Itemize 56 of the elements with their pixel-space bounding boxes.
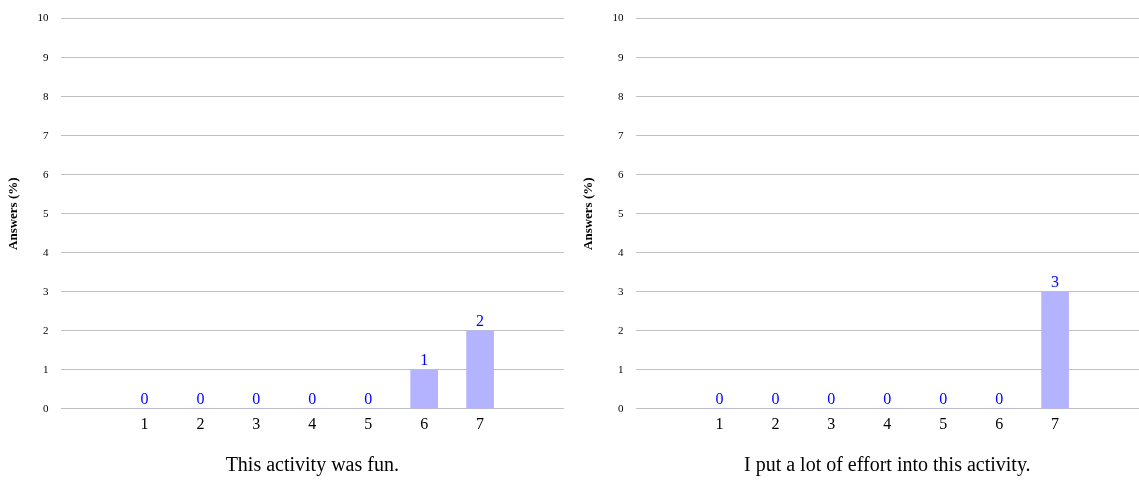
y-tick-label: 0 [43,401,50,414]
y-axis-title: Answers (%) [5,177,21,250]
y-tick-label: 8 [618,89,625,102]
data-label: 1 [420,350,429,368]
y-tick-label: 2 [43,323,49,336]
x-tick-label: 7 [1051,414,1060,432]
y-tick-label: 9 [43,50,50,63]
y-tick-label: 8 [43,89,50,102]
bar [410,369,438,409]
x-tick-label: 5 [364,414,373,432]
y-tick-label: 5 [43,206,50,219]
x-tick-label: 7 [476,414,485,432]
y-tick-label: 7 [618,128,625,141]
data-label: 0 [252,390,261,407]
y-tick-label: 3 [43,284,50,297]
x-tick-label: 4 [308,414,317,432]
data-label: 0 [827,390,836,407]
x-tick-label: 1 [140,414,149,432]
data-label: 0 [883,390,892,407]
x-tick-label: 6 [995,414,1004,432]
y-tick-label: 5 [618,206,625,219]
x-tick-label: 6 [420,414,429,432]
y-tick-label: 6 [43,167,50,180]
data-label: 0 [364,390,373,407]
data-label: 0 [196,390,205,407]
data-label: 0 [308,390,317,407]
data-label: 0 [995,390,1004,407]
y-tick-label: 0 [618,401,625,414]
y-tick-label: 9 [618,50,625,63]
y-axis-title: Answers (%) [580,177,596,250]
x-tick-label: 2 [196,414,205,432]
y-tick-label: 2 [618,323,624,336]
y-tick-label: 7 [43,128,50,141]
y-tick-label: 4 [618,245,625,258]
x-axis-title: I put a lot of effort into this activity. [743,453,1031,477]
data-label: 0 [771,390,780,407]
y-tick-label: 6 [618,167,625,180]
x-tick-label: 3 [252,414,261,432]
x-axis-title: This activity was fun. [225,453,399,477]
y-tick-label: 4 [43,245,50,258]
x-tick-label: 4 [883,414,892,432]
data-label: 0 [939,390,948,407]
x-tick-label: 3 [827,414,836,432]
bar [466,330,494,409]
y-tick-label: 1 [618,362,624,375]
y-tick-label: 3 [618,284,625,297]
x-tick-label: 1 [715,414,724,432]
x-tick-label: 2 [771,414,780,432]
data-label: 2 [476,311,485,329]
data-label: 0 [715,390,724,407]
data-label: 3 [1051,272,1060,290]
x-tick-label: 5 [939,414,948,432]
y-tick-label: 1 [43,362,49,375]
y-tick-label: 10 [612,11,625,24]
data-label: 0 [140,390,149,407]
y-tick-label: 10 [37,11,50,24]
